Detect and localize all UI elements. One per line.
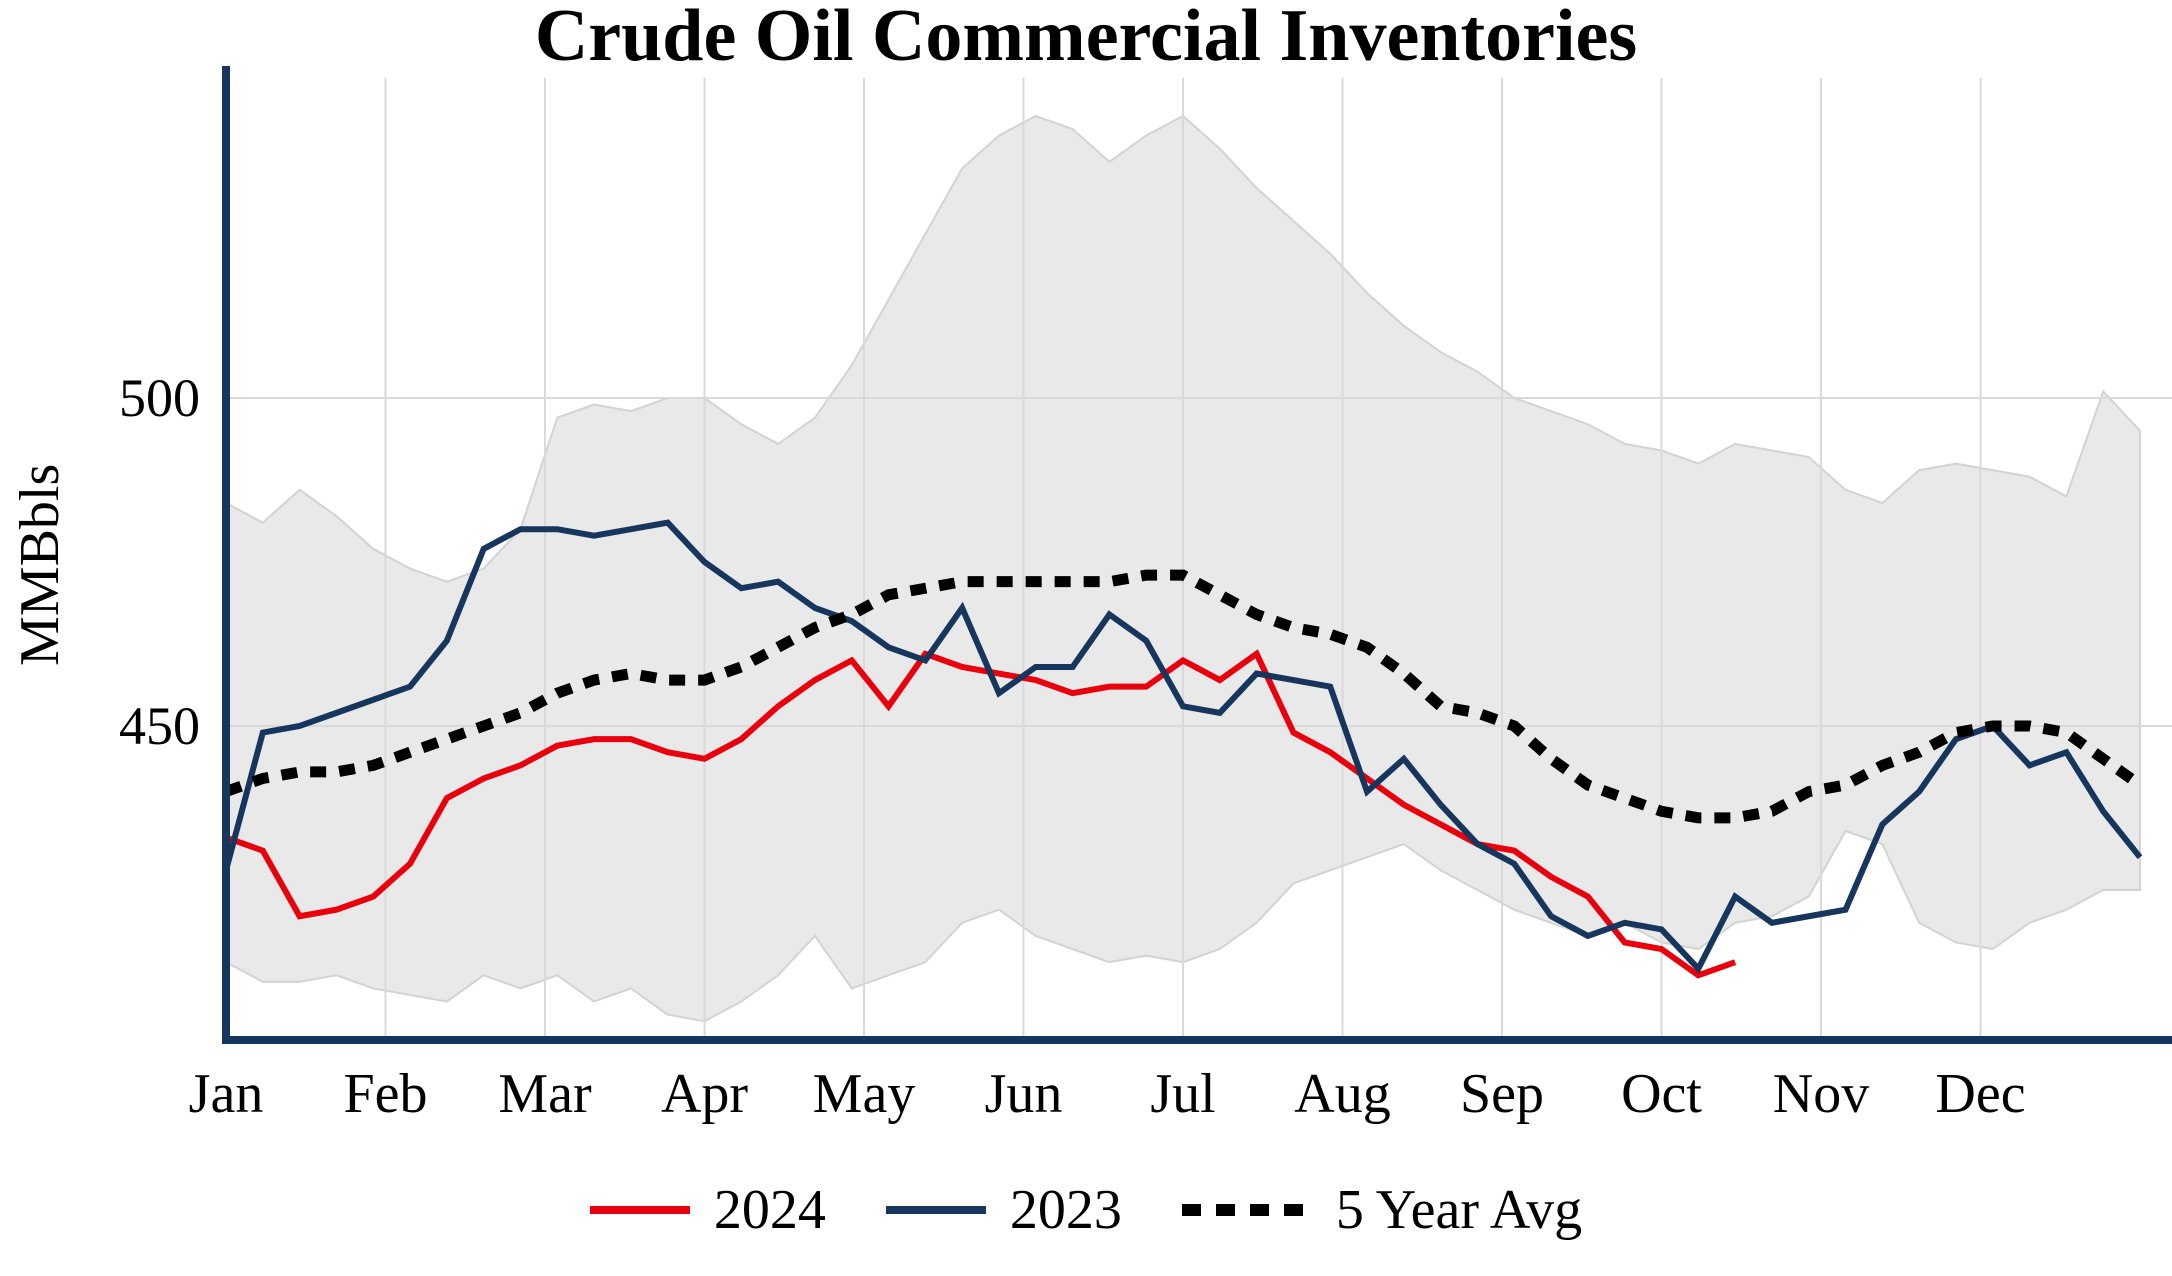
chart-title: Crude Oil Commercial Inventories [534,0,1638,77]
chart-legend: 2024 2023 5 Year Avg [0,1178,2172,1242]
legend-label-5-year-avg: 5 Year Avg [1335,1179,1583,1241]
x-tick-label-jul: Jul [1150,1063,1215,1125]
legend-item-5-year-avg: 5 Year Avg [1181,1178,1583,1242]
series-line-2023 [223,519,2143,974]
x-tick-label-oct: Oct [1621,1063,1702,1125]
legend-line-sample-2024 [589,1206,690,1214]
x-tick-label-feb: Feb [344,1063,428,1125]
legend-line-sample-2023 [885,1206,986,1214]
y-tick-label-450: 450 [119,696,200,756]
x-tick-label-dec: Dec [1935,1063,2025,1125]
y-tick-label-500: 500 [119,368,200,428]
x-tick-label-aug: Aug [1294,1063,1390,1125]
legend-line-sample-5-year-avg [1181,1204,1312,1216]
x-tick-label-apr: Apr [661,1063,748,1125]
legend-item-2023: 2023 [885,1178,1122,1242]
legend-label-2023: 2023 [1009,1179,1122,1241]
x-tick-label-sep: Sep [1460,1063,1544,1125]
x-tick-label-jan: Jan [189,1063,264,1125]
x-tick-label-nov: Nov [1773,1063,1869,1125]
legend-label-2024: 2024 [713,1179,826,1241]
legend-item-2024: 2024 [589,1178,826,1242]
x-tick-label-jun: Jun [985,1063,1063,1125]
series-line-5-year-avg [224,569,2144,824]
x-tick-label-mar: Mar [498,1063,592,1125]
x-tick-label-may: May [813,1063,916,1125]
